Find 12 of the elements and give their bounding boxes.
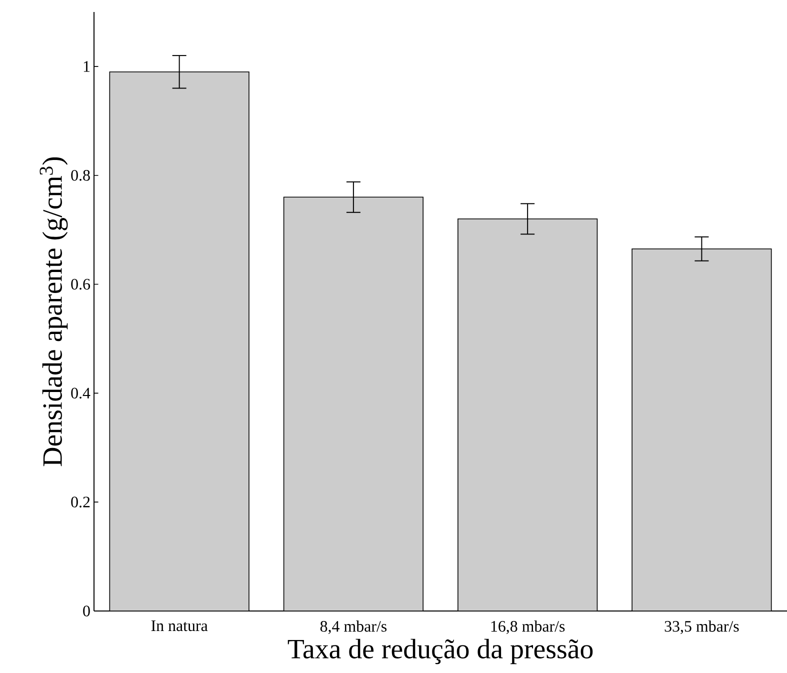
x-tick-label: 8,4 mbar/s: [320, 620, 387, 634]
y-axis-title: Densidade aparente (g/cm$^{3}$): [40, 157, 68, 466]
y-tick-label: 0.4: [71, 388, 90, 399]
y-tick-label: 0.8: [71, 170, 90, 181]
x-tick-label: 33,5 mbar/s: [664, 620, 739, 634]
y-tick-label: 0.6: [71, 278, 90, 290]
x-tick-label: In natura: [151, 620, 208, 632]
x-tick-label: 16,8 mbar/s: [491, 620, 565, 634]
y-tick-label: 0.2: [71, 496, 90, 508]
x-axis-title: Taxa de redução da pressão: [288, 638, 593, 664]
y-tick-label: 0: [83, 606, 90, 616]
y-tick-label: 1: [84, 61, 90, 72]
